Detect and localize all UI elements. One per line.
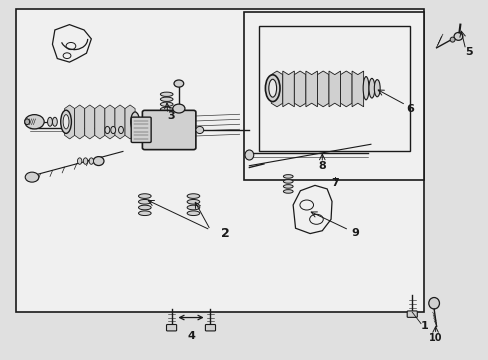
Ellipse shape [373, 80, 379, 97]
Ellipse shape [453, 32, 462, 40]
Polygon shape [115, 105, 125, 139]
Circle shape [25, 172, 39, 182]
Ellipse shape [111, 126, 116, 134]
Ellipse shape [283, 185, 292, 188]
Ellipse shape [187, 205, 200, 210]
Ellipse shape [368, 78, 374, 98]
Ellipse shape [283, 190, 292, 193]
Polygon shape [75, 105, 84, 139]
Text: 2: 2 [220, 227, 229, 240]
Ellipse shape [187, 194, 200, 198]
Ellipse shape [89, 158, 93, 164]
Ellipse shape [268, 79, 276, 97]
Ellipse shape [138, 211, 151, 216]
Ellipse shape [283, 175, 292, 178]
Ellipse shape [265, 75, 280, 102]
Ellipse shape [52, 117, 57, 126]
Ellipse shape [187, 211, 200, 216]
Ellipse shape [138, 194, 151, 198]
Ellipse shape [130, 112, 139, 132]
Ellipse shape [93, 157, 104, 166]
Text: 6: 6 [405, 104, 413, 113]
Ellipse shape [160, 92, 173, 96]
Polygon shape [84, 105, 95, 139]
Ellipse shape [105, 126, 110, 134]
Polygon shape [104, 105, 115, 139]
Text: 1: 1 [420, 321, 427, 331]
Text: 3: 3 [167, 111, 175, 121]
Polygon shape [64, 105, 75, 139]
Polygon shape [317, 71, 328, 107]
Polygon shape [125, 105, 135, 139]
Polygon shape [305, 71, 317, 107]
Ellipse shape [283, 180, 292, 183]
Text: 7: 7 [330, 177, 338, 188]
Ellipse shape [47, 117, 52, 126]
Polygon shape [95, 105, 104, 139]
Circle shape [25, 114, 44, 129]
Ellipse shape [63, 114, 69, 129]
Ellipse shape [138, 205, 151, 210]
Polygon shape [282, 71, 294, 107]
Ellipse shape [449, 37, 454, 42]
Polygon shape [328, 71, 340, 107]
Ellipse shape [363, 77, 368, 100]
Ellipse shape [172, 104, 184, 113]
Bar [244, 12, 424, 180]
Text: 5: 5 [465, 47, 472, 57]
Ellipse shape [118, 126, 123, 134]
Ellipse shape [61, 110, 71, 134]
Ellipse shape [196, 126, 203, 134]
Ellipse shape [428, 297, 439, 309]
Ellipse shape [160, 97, 173, 102]
FancyBboxPatch shape [142, 111, 196, 150]
Ellipse shape [138, 199, 151, 204]
Ellipse shape [160, 102, 173, 107]
Ellipse shape [187, 199, 200, 204]
Polygon shape [340, 71, 351, 107]
Ellipse shape [83, 158, 87, 164]
Text: 9: 9 [351, 228, 359, 238]
Bar [259, 26, 409, 152]
Polygon shape [294, 71, 305, 107]
Ellipse shape [160, 107, 173, 111]
Text: 10: 10 [428, 333, 442, 343]
FancyBboxPatch shape [131, 117, 151, 143]
Ellipse shape [77, 158, 81, 164]
Text: 8: 8 [318, 161, 325, 171]
FancyBboxPatch shape [205, 324, 215, 331]
Ellipse shape [25, 119, 30, 125]
Polygon shape [271, 71, 282, 107]
FancyBboxPatch shape [407, 311, 416, 318]
Ellipse shape [174, 80, 183, 87]
Polygon shape [351, 71, 363, 107]
Ellipse shape [244, 150, 253, 160]
Text: 4: 4 [187, 331, 195, 341]
Bar [16, 9, 424, 312]
FancyBboxPatch shape [166, 324, 176, 331]
